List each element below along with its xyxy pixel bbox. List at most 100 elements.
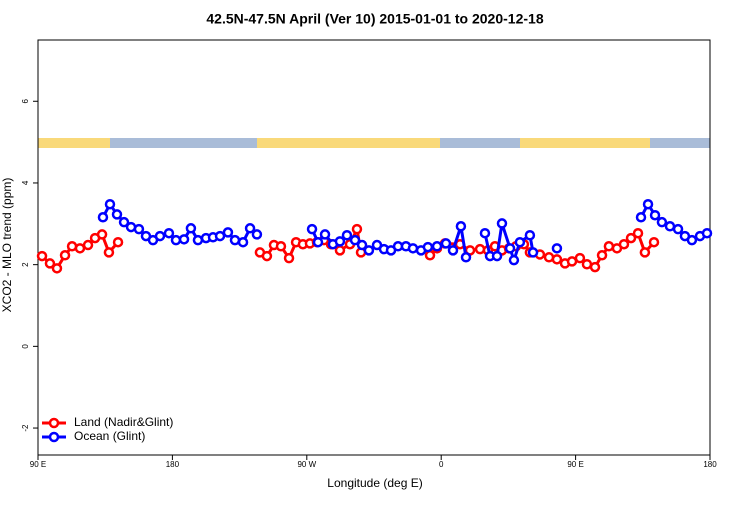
point xyxy=(237,236,249,248)
point xyxy=(589,261,601,273)
point xyxy=(686,234,698,246)
point xyxy=(632,227,644,239)
point xyxy=(229,234,241,246)
point xyxy=(422,241,434,253)
point xyxy=(74,243,86,254)
x-tick-label: 0 xyxy=(439,460,444,469)
point xyxy=(455,221,467,232)
point xyxy=(118,216,130,228)
point xyxy=(319,229,331,240)
point xyxy=(334,245,346,256)
ocean-segment xyxy=(110,138,257,148)
point xyxy=(154,230,166,242)
point xyxy=(170,234,182,246)
point xyxy=(407,243,419,254)
point xyxy=(508,254,520,266)
land-segment xyxy=(520,138,650,148)
point xyxy=(524,229,536,241)
x-tick-label: 90 E xyxy=(30,460,46,469)
land-segment xyxy=(38,138,110,148)
point xyxy=(192,234,204,246)
point xyxy=(306,223,318,235)
point xyxy=(424,250,436,261)
legend-marker xyxy=(48,417,60,429)
point xyxy=(574,252,586,264)
point xyxy=(618,238,630,250)
point xyxy=(672,223,684,235)
point xyxy=(603,241,615,252)
land-segment xyxy=(257,138,440,148)
point xyxy=(356,239,368,251)
point xyxy=(178,234,190,245)
point xyxy=(596,250,608,261)
point xyxy=(222,227,234,238)
point xyxy=(51,263,63,274)
point xyxy=(341,229,353,241)
point xyxy=(701,227,713,239)
point xyxy=(656,216,668,228)
point xyxy=(581,258,593,270)
legend-marker xyxy=(48,431,60,443)
point xyxy=(103,247,115,258)
point xyxy=(527,247,539,258)
point xyxy=(460,252,472,263)
ocean-segment xyxy=(440,138,520,148)
chart-title: 42.5N-47.5N April (Ver 10) 2015-01-01 to… xyxy=(206,11,543,27)
point xyxy=(111,209,123,220)
point xyxy=(349,234,361,246)
point xyxy=(214,230,226,242)
point xyxy=(185,223,197,234)
point xyxy=(44,258,56,269)
point xyxy=(635,212,647,223)
point xyxy=(551,243,563,254)
point xyxy=(649,209,661,221)
point xyxy=(275,241,287,252)
x-tick-label: 180 xyxy=(166,460,180,469)
point xyxy=(642,198,654,210)
point xyxy=(133,223,145,235)
point xyxy=(504,243,516,254)
point xyxy=(479,227,491,239)
y-tick-label: 6 xyxy=(21,98,30,103)
point xyxy=(625,232,637,244)
point xyxy=(639,247,651,258)
point xyxy=(261,250,273,262)
point xyxy=(334,236,346,247)
point xyxy=(104,198,116,210)
point xyxy=(312,236,324,248)
legend-label: Ocean (Glint) xyxy=(74,429,145,443)
point xyxy=(112,236,124,248)
point xyxy=(251,229,263,240)
point xyxy=(59,250,71,261)
point xyxy=(496,218,508,229)
y-tick-label: 2 xyxy=(21,262,30,267)
point xyxy=(96,229,108,240)
point xyxy=(551,254,563,265)
plot-frame xyxy=(37,39,711,456)
point xyxy=(514,236,526,248)
x-tick-label: 90 W xyxy=(297,460,316,469)
point xyxy=(283,252,295,264)
point xyxy=(648,236,660,248)
point xyxy=(363,245,375,256)
point xyxy=(431,241,443,252)
point xyxy=(82,239,94,251)
point xyxy=(664,221,676,232)
point xyxy=(97,212,109,223)
y-axis-label: XCO2 - MLO trend (ppm) xyxy=(0,178,14,313)
y-tick-label: 0 xyxy=(21,344,30,349)
x-tick-label: 90 E xyxy=(567,460,583,469)
point xyxy=(351,223,363,235)
legend-label: Land (Nadir&Glint) xyxy=(74,415,173,429)
point xyxy=(244,223,256,234)
y-tick-label: -2 xyxy=(21,424,30,432)
point xyxy=(163,227,175,239)
point xyxy=(491,250,503,262)
point xyxy=(474,243,486,255)
point xyxy=(440,238,452,249)
x-tick-label: 180 xyxy=(703,460,717,469)
ocean-segment xyxy=(650,138,710,148)
surface-strip xyxy=(38,138,710,148)
x-axis-label: Longitude (deg E) xyxy=(327,476,422,490)
